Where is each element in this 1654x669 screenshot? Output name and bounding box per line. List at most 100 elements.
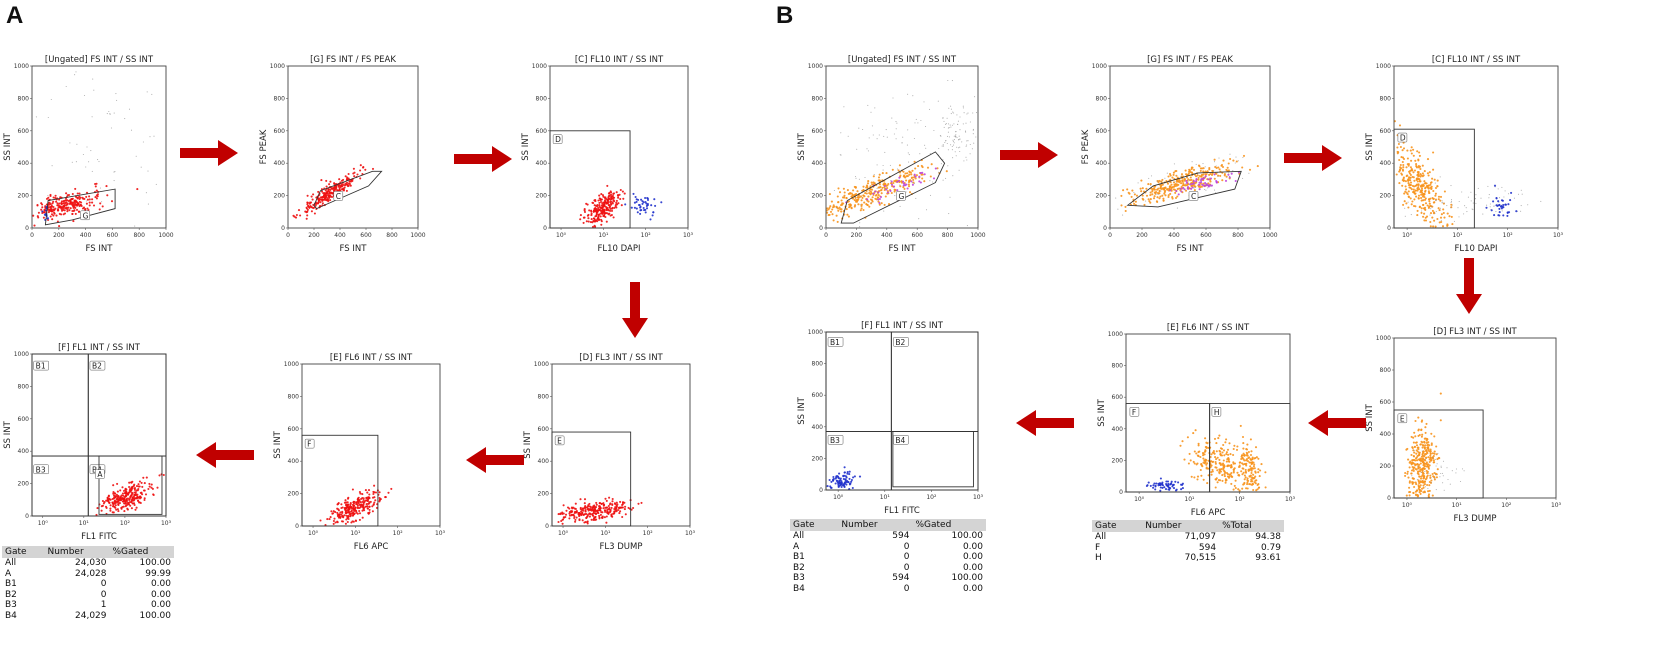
scatter-plot-b5: [E] FL6 INT / SS INT F H 0 200 400 600 800 1000 1… [1096, 320, 1300, 530]
event-point [604, 509, 607, 512]
event-point [1499, 205, 1503, 208]
event-point [1442, 482, 1444, 484]
event-point [322, 192, 325, 195]
event-point [1257, 471, 1260, 474]
event-point [840, 204, 843, 207]
event-point [645, 207, 649, 210]
event-point [896, 189, 899, 192]
event-point [1229, 466, 1233, 469]
y-tick-label: 0 [543, 225, 547, 232]
y-axis-label: SS INT [1097, 398, 1107, 426]
event-point [920, 119, 922, 122]
event-point [1502, 203, 1505, 207]
event-point [1423, 480, 1426, 483]
event-point [950, 126, 952, 128]
event-point [1241, 473, 1244, 476]
event-point [562, 516, 565, 519]
event-point [1149, 484, 1152, 487]
event-point [350, 509, 353, 512]
event-point [1240, 470, 1243, 473]
event-point [870, 111, 872, 113]
table-cell: B1 [5, 579, 17, 589]
event-point [641, 202, 644, 205]
event-point [915, 118, 917, 120]
event-point [338, 187, 341, 190]
event-point [1238, 489, 1241, 492]
event-point [1177, 481, 1180, 484]
event-point [345, 501, 348, 504]
event-point [44, 209, 47, 212]
event-point [149, 136, 151, 138]
event-point [898, 164, 901, 167]
event-point [832, 204, 835, 207]
event-point [133, 487, 137, 490]
y-tick-label: 800 [1112, 363, 1124, 370]
gate-label: B2 [895, 338, 905, 347]
event-point [1214, 456, 1217, 459]
event-point [345, 189, 348, 192]
event-point [1446, 212, 1449, 215]
event-point [1181, 483, 1184, 486]
event-point [1246, 460, 1249, 463]
event-point [874, 197, 877, 200]
event-point [82, 197, 85, 200]
event-point [1434, 458, 1436, 460]
event-point [957, 120, 959, 122]
event-point [359, 169, 362, 172]
event-point [1221, 451, 1224, 454]
event-point [632, 506, 635, 510]
event-point [1436, 217, 1439, 221]
event-point [1427, 465, 1430, 469]
event-point [1235, 448, 1239, 451]
event-point [933, 129, 935, 132]
event-point [1187, 180, 1189, 182]
event-point [1191, 161, 1193, 163]
event-point [601, 511, 604, 514]
event-point [859, 222, 861, 224]
event-point [617, 202, 620, 205]
event-point [366, 491, 369, 494]
event-point [1232, 453, 1235, 457]
event-point [1202, 177, 1206, 180]
event-point [348, 182, 351, 186]
table-cell: 0.00 [962, 583, 983, 594]
event-point [75, 71, 77, 73]
event-point [585, 220, 588, 223]
event-point [356, 501, 360, 504]
event-point [846, 189, 849, 192]
event-point [63, 204, 66, 207]
event-point [1124, 209, 1127, 213]
event-point [579, 513, 582, 516]
event-point [132, 502, 135, 505]
table-cell: 0.00 [962, 541, 983, 552]
event-point [1184, 183, 1187, 185]
event-point [91, 170, 93, 172]
event-point [327, 196, 331, 200]
event-point [952, 111, 954, 113]
event-point [624, 505, 627, 508]
event-point [604, 196, 607, 199]
event-point [37, 211, 40, 214]
event-point [348, 506, 352, 509]
event-point [378, 496, 381, 500]
event-point [145, 476, 148, 479]
event-point [1409, 173, 1412, 177]
event-point [128, 108, 131, 110]
event-point [1206, 184, 1208, 186]
event-point [838, 479, 841, 482]
event-point [1420, 187, 1424, 190]
event-point [1420, 184, 1423, 187]
event-point [954, 135, 957, 137]
event-point [911, 183, 914, 186]
event-point [85, 195, 88, 198]
event-point [1192, 460, 1195, 463]
event-point [956, 146, 958, 148]
event-point [1426, 472, 1429, 475]
event-point [966, 159, 968, 161]
event-point [840, 485, 843, 489]
event-point [95, 197, 98, 200]
event-point [1193, 450, 1196, 453]
event-point [860, 199, 863, 202]
y-tick-label: 200 [1112, 457, 1124, 464]
